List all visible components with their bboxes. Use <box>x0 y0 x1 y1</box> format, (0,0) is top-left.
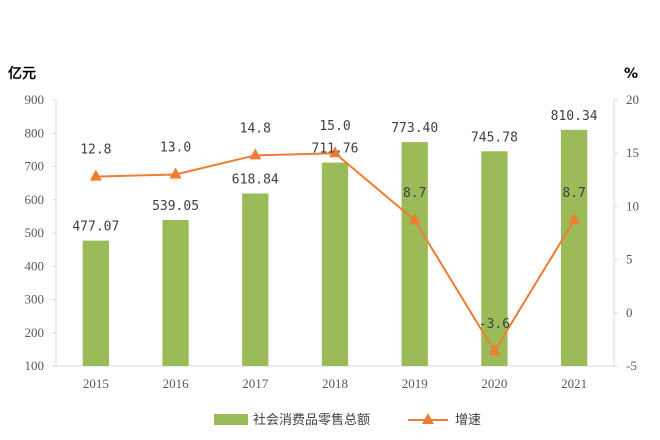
line-marker <box>329 146 341 158</box>
bar-data-label: 618.84 <box>232 172 279 187</box>
bar-data-label: 711.76 <box>312 142 359 157</box>
line-data-label: 8.7 <box>403 186 426 201</box>
y-right-tick-label: 5 <box>626 252 633 267</box>
legend-label-bar: 社会消费品零售总额 <box>253 412 370 428</box>
y-left-tick-label: 600 <box>25 192 45 207</box>
bar <box>242 193 269 366</box>
line-series <box>89 146 581 356</box>
y-right-tick-label: 15 <box>626 145 639 160</box>
y-left-tick-label: 800 <box>25 125 45 140</box>
y-left-tick-label: 700 <box>25 159 45 174</box>
y-left-tick-label: 200 <box>25 325 45 340</box>
x-tick-label: 2018 <box>322 376 348 391</box>
line-marker <box>169 167 182 179</box>
x-axis-ticks: 2015 2016 2017 2018 2019 2020 2021 <box>83 376 587 391</box>
bar <box>162 220 189 366</box>
legend-swatch-bar <box>214 414 248 425</box>
bar-data-label: 810.34 <box>551 109 598 124</box>
bar <box>401 142 428 366</box>
line-data-label: 15.0 <box>319 119 350 134</box>
line-marker <box>408 213 421 225</box>
line-marker <box>249 148 262 160</box>
line-data-label: 14.8 <box>240 121 271 136</box>
y-left-tick-label: 300 <box>25 292 45 307</box>
y-right-tick-label: 20 <box>626 92 639 107</box>
line-data-label: 13.0 <box>160 140 191 155</box>
bar-series <box>82 129 588 366</box>
y-right-tick-label: 10 <box>626 198 639 213</box>
x-tick-label: 2020 <box>481 376 507 391</box>
bar <box>82 240 110 366</box>
y-left-tick-label: 400 <box>25 258 45 273</box>
line-marker <box>568 213 581 225</box>
line-marker <box>488 344 501 356</box>
y-right-tick-label: -5 <box>626 358 637 373</box>
x-tick-label: 2015 <box>83 376 109 391</box>
y-axis-right-ticks: -5 0 5 10 15 20 <box>614 92 639 373</box>
x-tick-label: 2017 <box>242 376 269 391</box>
bar-data-label: 477.07 <box>72 220 119 235</box>
bar-data-labels: 477.07 539.05 618.84 711.76 773.40 745.78 810.… <box>72 109 597 235</box>
line-data-label: -3.6 <box>479 317 510 332</box>
y-left-tick-label: 500 <box>25 225 45 240</box>
bar <box>560 129 588 366</box>
legend: 社会消费品零售总额 增速 <box>214 412 481 428</box>
x-tick-label: 2019 <box>402 376 428 391</box>
bar-data-label: 539.05 <box>152 199 199 214</box>
line-data-labels: 12.8 13.0 14.8 15.0 8.7 -3.6 8.7 <box>80 119 586 332</box>
y-left-tick-label: 900 <box>25 92 45 107</box>
bar <box>321 162 349 366</box>
y-axis-left-label: 亿元 <box>8 65 36 82</box>
y-axis-left-ticks: 100 200 300 400 500 600 700 800 900 <box>25 92 56 373</box>
line-marker <box>89 169 102 181</box>
x-tick-label: 2016 <box>163 376 190 391</box>
y-axis-right-label: % <box>624 66 638 82</box>
legend-marker-triangle <box>422 413 434 424</box>
x-tick-label: 2021 <box>561 376 587 391</box>
legend-label-line: 增速 <box>455 413 481 428</box>
y-left-tick-label: 100 <box>25 358 45 373</box>
bar-data-label: 745.78 <box>471 130 518 145</box>
line-data-label: 8.7 <box>562 186 585 201</box>
line-data-label: 12.8 <box>80 143 111 158</box>
y-right-tick-label: 0 <box>626 305 633 320</box>
bar-data-label: 773.40 <box>391 121 438 136</box>
bar <box>481 151 508 366</box>
